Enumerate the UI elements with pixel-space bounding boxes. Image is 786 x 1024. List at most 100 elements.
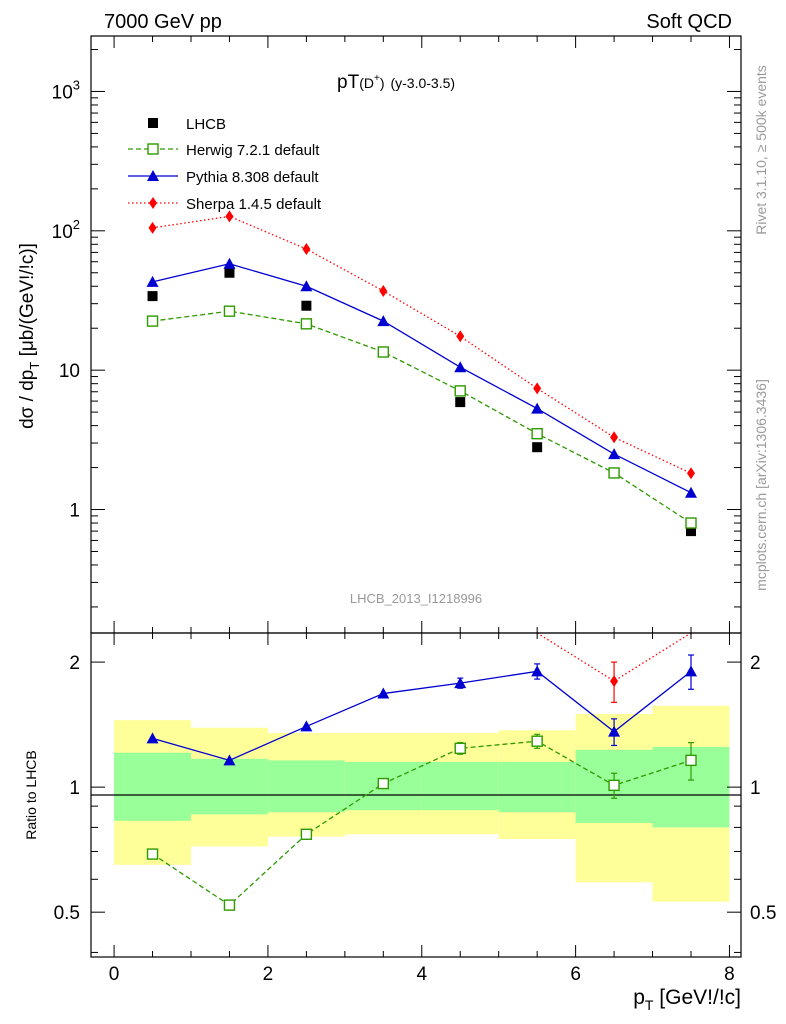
legend: LHCB Herwig 7.2.1 default Pythia 8.308 d… [128, 116, 322, 213]
main-point-lhcb [147, 291, 158, 302]
ratio-point-herwig [300, 828, 313, 840]
x-label-rest: [GeV!/!c] [653, 986, 741, 1009]
ratio-point-pythia [300, 720, 313, 732]
header-left: 7000 GeV pp [104, 11, 222, 33]
main-point-pythia [685, 486, 697, 498]
legend-label-herwig: Herwig 7.2.1 default [186, 142, 320, 159]
main-point-herwig [685, 517, 697, 529]
ratio-point-sherpa [610, 675, 619, 688]
legend-item-pythia: Pythia 8.308 default [128, 169, 319, 186]
ratio-point-herwig [377, 777, 390, 790]
x-tick-label: 0 [109, 964, 120, 985]
legend-label-pythia: Pythia 8.308 default [186, 169, 319, 186]
main-point-sherpa [148, 221, 157, 234]
main-point-sherpa [687, 467, 695, 480]
main-point-lhcb [455, 397, 466, 408]
ratio-point-pythia [685, 665, 697, 677]
main-ylabel: dσ / dpT [μb/(GeV!/!c)] [17, 243, 42, 429]
chart-title-main: pT [337, 72, 360, 93]
main-point-herwig [608, 467, 620, 479]
ratio-ytick-label-right: 1 [750, 778, 761, 799]
main-point-herwig [223, 305, 236, 317]
main-point-sherpa [456, 330, 465, 343]
ratio-point-pythia [223, 754, 236, 766]
ratio-ytick-label-right: 2 [750, 653, 761, 674]
ratio-panel: 2 2 1 1 0.5 0.5 0 2 4 6 8 Ratio to LHCB pT [GeV!/!… [23, 632, 776, 1013]
ratio-series-line-pythia [152, 670, 692, 762]
main-ytick-label: 102 [52, 217, 80, 243]
main-series-line-pythia [152, 263, 692, 494]
legend-marker-sherpa [149, 197, 157, 209]
main-point-herwig [377, 346, 390, 358]
ratio-point-pythia [454, 677, 467, 689]
ratio-point-pythia [377, 687, 390, 699]
main-ytick-label: 1 [69, 501, 80, 522]
chart-title: pT(D+) (y-3.0-3.5) [337, 72, 455, 93]
ratio-ytick-label: 2 [69, 653, 80, 674]
chart-title-close: ) [380, 75, 385, 91]
main-point-lhcb [301, 300, 312, 311]
main-point-pythia [146, 275, 159, 287]
ratio-point-herwig [454, 742, 466, 755]
legend-label-sherpa: Sherpa 1.4.5 default [186, 196, 322, 213]
x-label-main: p [633, 986, 645, 1009]
ratio-point-pythia [608, 725, 621, 737]
main-point-pythia [531, 402, 544, 414]
ratio-band-inner [498, 761, 576, 813]
legend-item-herwig: Herwig 7.2.1 default [128, 142, 320, 159]
main-point-sherpa [533, 382, 542, 395]
main-point-sherpa [225, 210, 234, 223]
ratio-ytick-label: 1 [69, 778, 80, 799]
main-point-herwig [300, 318, 313, 330]
legend-label-lhcb: LHCB [186, 116, 226, 133]
main-plot-area [146, 210, 697, 537]
x-label-sub: T [645, 997, 654, 1013]
ratio-point-herwig [223, 899, 236, 911]
main-ylabel-sub: T [27, 362, 42, 370]
ratio-band-inner [114, 752, 191, 821]
main-point-sherpa [379, 284, 388, 297]
ratio-point-pythia [531, 665, 544, 677]
x-tick-label: 4 [416, 964, 427, 985]
x-tick-label: 8 [724, 964, 735, 985]
main-point-herwig [454, 385, 466, 397]
ratio-axes: 2 2 1 1 0.5 0.5 0 2 4 6 8 [54, 633, 776, 985]
main-point-lhcb [686, 526, 696, 537]
mcplots-label: mcplots.cern.ch [arXiv:1306.3436] [753, 379, 769, 591]
chart-title-sup: + [374, 73, 380, 84]
ratio-point-herwig [685, 754, 697, 767]
main-point-herwig [531, 428, 543, 440]
main-point-pythia [223, 257, 236, 269]
ratio-uncertainty-bands [114, 705, 730, 902]
main-point-pythia [377, 315, 390, 327]
ratio-point-herwig [531, 735, 543, 747]
ratio-point-pythia [146, 732, 159, 744]
legend-item-sherpa: Sherpa 1.4.5 default [128, 196, 322, 213]
chart-title-sub: (D [359, 75, 374, 91]
legend-marker-lhcb [148, 118, 158, 128]
main-series-line-herwig [152, 310, 692, 524]
x-axis-label: pT [GeV!/!c] [633, 986, 741, 1013]
ratio-band-inner [267, 760, 345, 813]
ratio-frame [90, 632, 742, 958]
main-point-pythia [300, 280, 313, 292]
ratio-point-herwig [146, 848, 159, 860]
rivet-label: Rivet 3.1.10, ≥ 500k events [753, 65, 769, 235]
ratio-point-herwig [608, 779, 620, 792]
main-point-herwig [146, 315, 159, 327]
header-right: Soft QCD [646, 11, 732, 33]
legend-marker-herwig [147, 143, 159, 155]
main-ytick-label: 10 [59, 361, 80, 382]
ratio-band-inner [421, 761, 499, 811]
x-tick-label: 2 [263, 964, 274, 985]
ratio-ytick-label-right: 0.5 [750, 903, 776, 924]
legend-marker-pythia [147, 170, 159, 181]
main-point-lhcb [532, 442, 543, 453]
main-ylabel-rest: [μb/(GeV!/!c)] [17, 243, 38, 362]
legend-item-lhcb: LHCB [148, 116, 226, 133]
analysis-watermark: LHCB_2013_I1218996 [350, 591, 482, 606]
chart-title-rest: (y-3.0-3.5) [390, 75, 455, 91]
